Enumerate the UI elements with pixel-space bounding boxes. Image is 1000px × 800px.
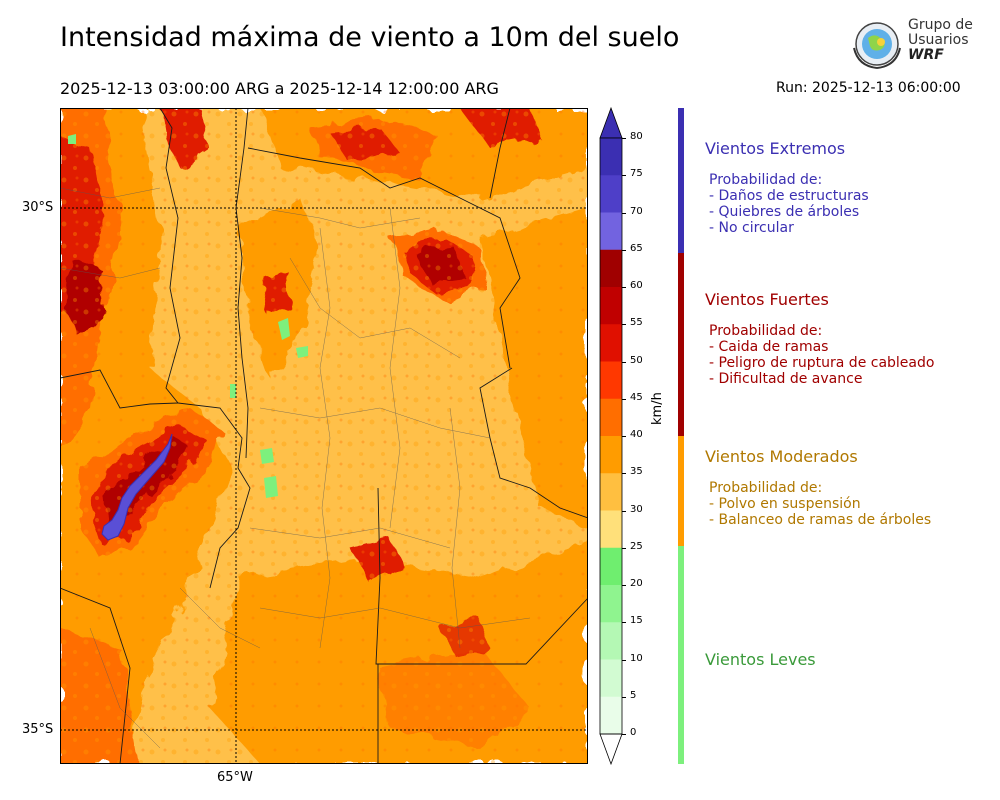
colorbar-tick-label: 0	[630, 727, 637, 738]
colorbar-tick-label: 40	[630, 429, 643, 440]
colorbar-tick-label: 65	[630, 242, 643, 254]
colorbar-tick-mark	[622, 324, 626, 326]
moderados-line: - Balanceo de ramas de árboles	[709, 512, 932, 528]
colorbar-tick-mark	[622, 473, 626, 475]
colorbar-tick-label: 55	[630, 317, 643, 329]
extremos-line: - No circular	[709, 220, 794, 236]
colorbar-tick-mark	[622, 138, 626, 139]
colorbar-tick-label: 80	[630, 131, 643, 142]
colorbar-segment	[600, 212, 622, 251]
colorbar-segment	[600, 324, 622, 362]
colorbar-extend-bottom	[599, 733, 623, 766]
colorbar-segment	[600, 287, 622, 325]
fuertes-line: - Peligro de ruptura de cableado	[709, 355, 935, 371]
colorbar-tick-mark	[622, 659, 626, 661]
extremos-line: - Quiebres de árboles	[709, 204, 860, 220]
colorbar-tick-label: 5	[630, 689, 637, 701]
colorbar-tick-mark	[622, 734, 626, 735]
chart-title: Intensidad máxima de viento a 10m del su…	[60, 22, 680, 53]
lat-label-30s: 30°S	[22, 200, 54, 215]
extreme-wind-streak	[101, 433, 173, 541]
colorbar-tick-mark	[622, 398, 626, 400]
colorbar-tick-mark	[622, 436, 626, 437]
colorbar-segment	[600, 696, 622, 735]
light-wind-patches	[68, 134, 308, 498]
extremos-desc: Probabilidad de: - Daños de estructuras …	[709, 172, 869, 236]
colorbar-segment	[600, 249, 622, 288]
colorbar-tick-mark	[622, 547, 626, 549]
colorbar-segment	[600, 398, 622, 437]
fuertes-title: Vientos Fuertes	[705, 290, 829, 309]
lon-label-65w: 65°W	[217, 770, 253, 785]
colorbar-tick-label: 50	[630, 354, 643, 366]
fuertes-line: - Dificultad de avance	[709, 371, 863, 387]
extremos-title: Vientos Extremos	[705, 139, 846, 158]
colorbar-tick-label: 20	[630, 578, 643, 589]
moderados-title: Vientos Moderados	[705, 447, 858, 466]
colorbar-tick-mark	[622, 510, 626, 512]
colorbar-tick-label: 10	[630, 652, 643, 664]
moderados-desc: Probabilidad de: - Polvo en suspensión -…	[709, 480, 931, 528]
colorbar-tick-mark	[622, 287, 626, 288]
colorbar-tick-mark	[622, 585, 626, 586]
globe-icon	[853, 22, 901, 69]
leves-bar	[678, 546, 684, 764]
colorbar-segment	[600, 473, 622, 511]
colorbar-tick-label: 25	[630, 540, 643, 552]
colorbar-tick-label: 35	[630, 466, 643, 478]
colorbar-unit: km/h	[650, 392, 665, 425]
colorbar-segment	[600, 138, 622, 176]
department-borders	[60, 187, 531, 749]
colorbar-tick-label: 60	[630, 280, 643, 291]
colorbar-tick-mark	[622, 249, 626, 251]
fuertes-desc: Probabilidad de: - Caida de ramas - Peli…	[709, 323, 934, 387]
colorbar-tick-mark	[622, 175, 626, 177]
colorbar-segment	[600, 659, 622, 698]
colorbar-extend-top	[599, 106, 623, 139]
lat-label-35s: 35°S	[22, 722, 54, 737]
wrf-logo: Grupo de Usuarios WRF	[848, 18, 973, 73]
logo-line-2: Usuarios	[908, 32, 969, 48]
forecast-period: 2025-12-13 03:00:00 ARG a 2025-12-14 12:…	[60, 79, 499, 98]
colorbar-tick-label: 45	[630, 391, 643, 403]
colorbar-segment	[600, 622, 622, 660]
colorbar-tick-mark	[622, 212, 626, 214]
colorbar-tick-mark	[622, 696, 626, 698]
run-timestamp: Run: 2025-12-13 06:00:00	[776, 80, 961, 96]
colorbar-segment	[600, 436, 622, 474]
province-borders	[60, 108, 588, 764]
colorbar-tick-label: 70	[630, 205, 643, 217]
logo-line-3: WRF	[908, 47, 944, 63]
moderados-line: - Polvo en suspensión	[709, 496, 861, 512]
colorbar-tick-label: 75	[630, 168, 643, 180]
colorbar-tick-label: 30	[630, 503, 643, 515]
colorbar-segment	[600, 585, 622, 623]
wind-map	[60, 108, 588, 764]
leves-title: Vientos Leves	[705, 650, 816, 669]
colorbar-tick-mark	[622, 622, 626, 624]
extremos-line: - Daños de estructuras	[709, 188, 869, 204]
colorbar-segment	[600, 547, 622, 586]
fuertes-line: Probabilidad de:	[709, 323, 823, 339]
colorbar-tick-label: 15	[630, 615, 643, 627]
map-frame	[60, 108, 588, 764]
fuertes-line: - Caida de ramas	[709, 339, 829, 355]
colorbar-tick-mark	[622, 361, 626, 363]
moderados-bar	[678, 436, 684, 546]
extremos-bar	[678, 108, 684, 253]
extremos-line: Probabilidad de:	[709, 172, 823, 188]
colorbar-segment	[600, 175, 622, 213]
fuertes-bar	[678, 253, 684, 436]
colorbar	[599, 106, 623, 766]
moderados-line: Probabilidad de:	[709, 480, 823, 496]
logo-line-1: Grupo de	[908, 17, 973, 33]
colorbar-segment	[600, 510, 622, 549]
colorbar-segment	[600, 361, 622, 400]
